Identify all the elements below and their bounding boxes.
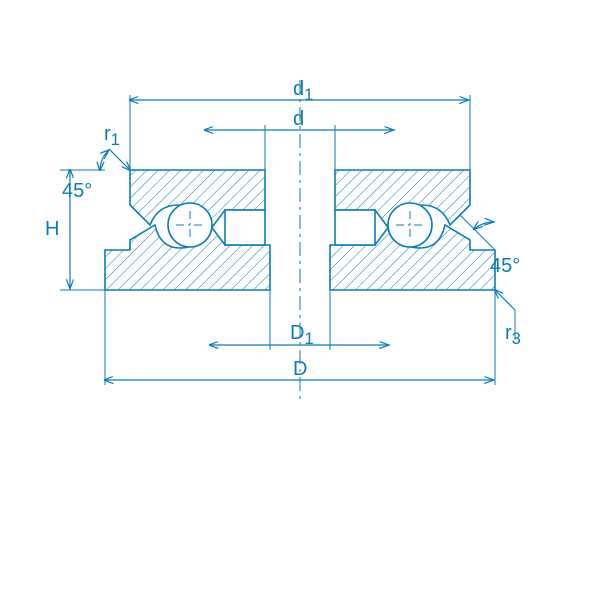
leader-r1 <box>110 150 130 170</box>
label-angle-right: 45° <box>490 255 520 278</box>
leader-r3 <box>495 290 515 310</box>
label-d: d <box>293 108 304 131</box>
label-angle-left: 45° <box>62 180 92 203</box>
diagram-stage: d1 d D1 D H r1 45° r3 45° <box>0 0 600 600</box>
angle-arc-right <box>474 222 495 229</box>
label-d1: d1 <box>293 78 313 105</box>
angle-arc-left <box>100 149 110 170</box>
label-H: H <box>45 218 59 241</box>
label-r1: r1 <box>104 123 120 150</box>
label-r3: r3 <box>505 322 521 349</box>
cage-left <box>225 210 265 245</box>
label-D1: D1 <box>290 322 314 349</box>
label-D: D <box>293 358 307 381</box>
cage-right <box>335 210 375 245</box>
